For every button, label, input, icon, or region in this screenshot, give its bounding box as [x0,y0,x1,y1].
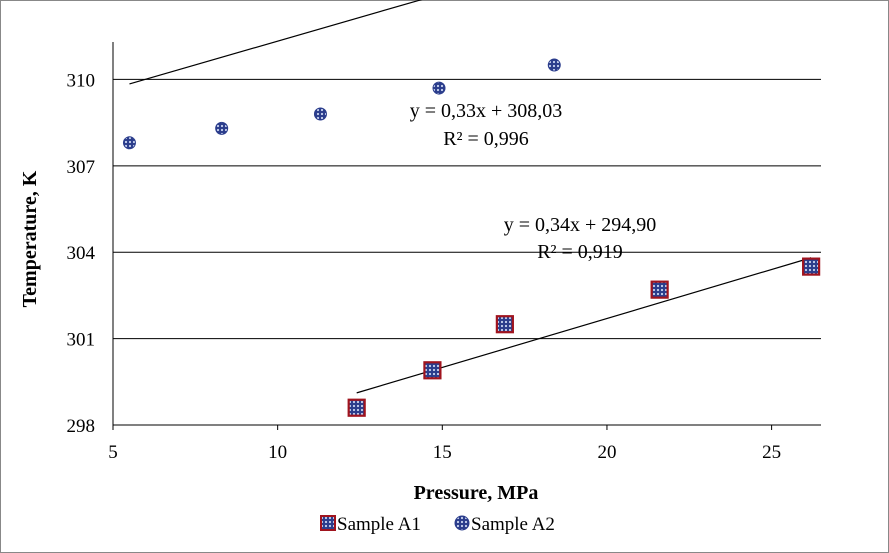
y-tick-labels: 298 301 304 307 310 [67,70,96,437]
data-point-a1-3 [495,315,514,334]
x-tick-label-5: 5 [108,442,118,463]
legend-marker-a2 [454,515,470,531]
data-point-a2-5 [547,58,561,72]
x-tick-label-20: 20 [597,442,616,463]
x-tick-label-15: 15 [433,442,452,463]
data-point-a1-1 [347,398,366,417]
data-points [122,58,821,417]
y-tick-label-301: 301 [67,330,96,351]
data-point-a1-2 [423,361,442,380]
legend: Sample A1 Sample A2 [320,514,555,535]
y-tick-label-298: 298 [67,416,96,437]
data-point-a1-4 [650,280,669,299]
x-axis-title: Pressure, MPa [414,482,539,504]
y-tick-label-310: 310 [67,70,96,91]
equation-a2: y = 0,33x + 308,03 [410,100,563,122]
x-tick-label-25: 25 [762,442,781,463]
axes [112,42,821,430]
y-tick-label-307: 307 [67,157,96,178]
data-point-a2-1 [122,136,136,150]
data-point-a2-3 [313,107,327,121]
y-tick-label-304: 304 [67,243,96,264]
legend-label-a2: Sample A2 [471,514,555,535]
trendline-series-2 [129,0,423,85]
x-tick-label-10: 10 [268,442,287,463]
data-point-a1-5 [802,257,821,276]
legend-label-a1: Sample A1 [337,514,421,535]
legend-marker-a1 [320,515,336,531]
equation-a1: y = 0,34x + 294,90 [504,214,657,236]
gridlines [113,78,821,340]
data-point-a2-4 [432,81,446,95]
x-tick-labels: 5 10 15 20 25 [108,442,781,463]
data-point-a2-2 [215,121,229,135]
r-squared-a2: R² = 0,996 [443,128,529,150]
y-axis-title: Temperature, K [19,170,41,307]
r-squared-a1: R² = 0,919 [537,241,623,263]
